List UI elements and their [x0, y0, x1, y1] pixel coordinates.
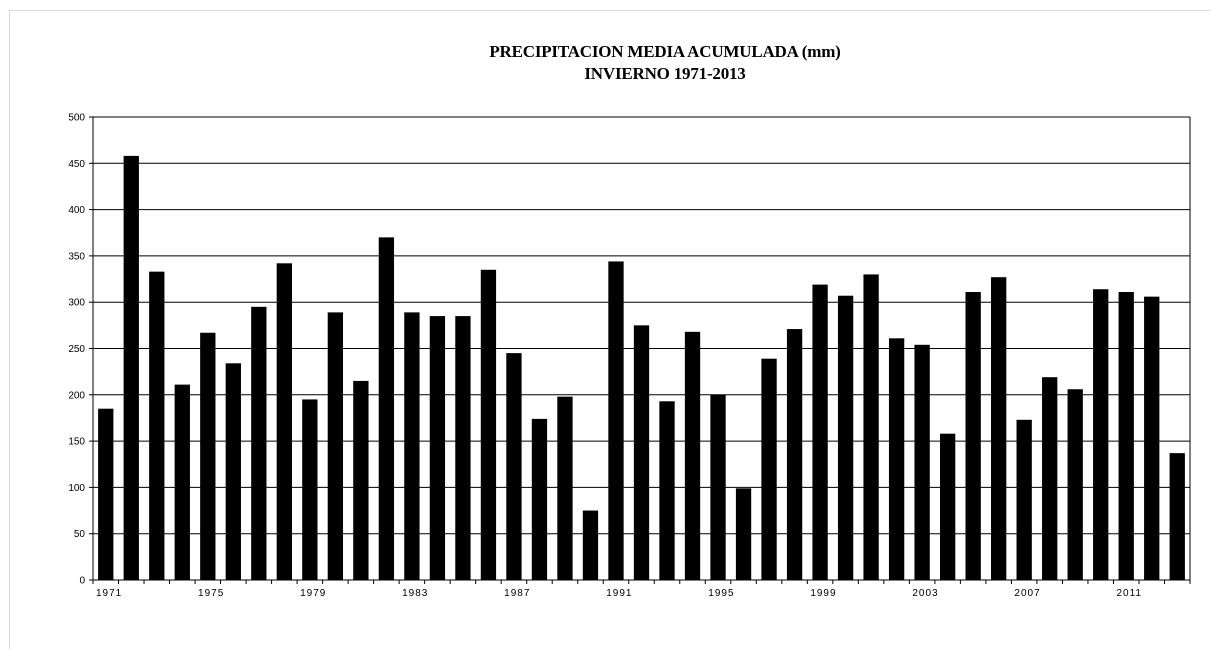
- bar-1991: [608, 261, 624, 580]
- bar-1973: [149, 271, 165, 580]
- x-tick-label: 2011: [1116, 588, 1142, 599]
- bar-1999: [812, 284, 828, 580]
- bar-1972: [123, 155, 139, 580]
- x-tick-label: 2007: [1014, 588, 1040, 599]
- bar-1990: [582, 510, 599, 580]
- bar-2010: [1093, 289, 1109, 580]
- bar-1992: [633, 325, 650, 580]
- bar-2003: [914, 344, 930, 580]
- bar-1978: [276, 263, 292, 580]
- bar-1995: [710, 394, 726, 580]
- x-tick-label: 1999: [810, 588, 836, 599]
- bar-1993: [659, 401, 675, 580]
- bar-2007: [1016, 419, 1032, 580]
- y-tick-label: 450: [68, 159, 85, 170]
- y-tick-label: 150: [68, 437, 85, 448]
- bar-1989: [557, 396, 573, 580]
- x-tick-label: 1987: [504, 588, 530, 599]
- x-tick-label: 1975: [198, 588, 224, 599]
- bar-2005: [965, 292, 981, 580]
- bar-1986: [480, 269, 497, 580]
- y-tick-label: 300: [68, 298, 85, 309]
- chart-frame: [9, 10, 1210, 649]
- bar-1988: [531, 418, 548, 580]
- bar-2012: [1144, 296, 1160, 580]
- y-tick-label: 200: [68, 390, 85, 401]
- x-axis: 1971 1975 1979 1983 1987 1991 1995 1999 2003 2007…: [92, 579, 1191, 599]
- bar-1997: [761, 358, 777, 580]
- y-tick-label: 400: [68, 205, 85, 216]
- bar-1975: [200, 332, 216, 580]
- bar-2013: [1169, 453, 1185, 580]
- bars: [98, 155, 1185, 580]
- bar-1981: [353, 380, 369, 580]
- bar-1983: [404, 312, 420, 580]
- bar-1987: [506, 353, 522, 580]
- y-tick-label: 0: [79, 576, 85, 587]
- bar-1996: [735, 488, 752, 580]
- bar-1971: [98, 408, 114, 580]
- y-tick-label: 500: [68, 113, 85, 124]
- bar-2001: [863, 274, 879, 580]
- bar-1976: [225, 363, 241, 580]
- bar-2002: [888, 338, 905, 580]
- bar-1980: [327, 312, 344, 580]
- bar-1982: [378, 237, 395, 580]
- bar-2008: [1042, 377, 1058, 580]
- y-tick-label: 100: [68, 483, 85, 494]
- bar-1998: [786, 329, 803, 580]
- bar-1985: [455, 316, 471, 580]
- bar-2006: [991, 277, 1007, 580]
- bar-2011: [1118, 292, 1134, 580]
- x-tick-label: 1983: [402, 588, 428, 599]
- bar-1984: [429, 316, 446, 580]
- bar-2009: [1067, 389, 1083, 580]
- y-tick-label: 350: [68, 251, 85, 262]
- x-tick-label: 2003: [912, 588, 938, 599]
- bar-1994: [684, 331, 701, 580]
- bar-2000: [837, 295, 854, 580]
- x-tick-label: 1991: [606, 588, 632, 599]
- y-tick-label: 250: [68, 344, 85, 355]
- x-tick-label: 1979: [300, 588, 326, 599]
- bar-1977: [251, 306, 267, 580]
- bar-1979: [302, 399, 318, 580]
- y-tick-label: 50: [74, 529, 86, 540]
- chart-title: PRECIPITACION MEDIA ACUMULADA (mm): [489, 42, 841, 61]
- x-tick-label: 1995: [708, 588, 734, 599]
- x-tick-label: 1971: [96, 588, 122, 599]
- y-axis: 0 50 100 150 200 250 300 350 400 450 500: [68, 113, 94, 587]
- bar-2004: [939, 433, 956, 580]
- bar-1974: [174, 384, 190, 580]
- chart-subtitle: INVIERNO 1971-2013: [584, 64, 746, 83]
